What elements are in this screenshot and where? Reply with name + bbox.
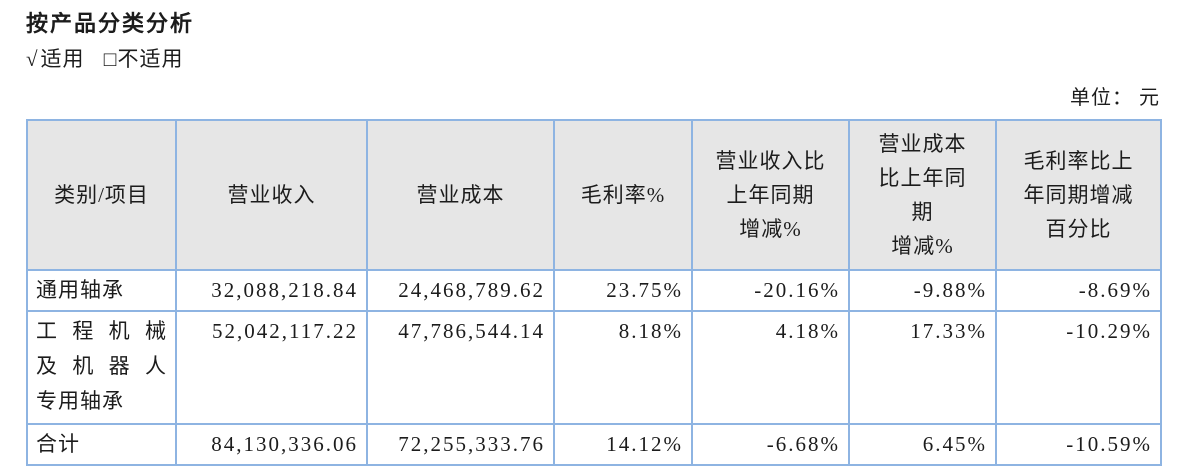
category-label-line: 及机器人 [36, 354, 167, 378]
cell-gross-margin: 23.75% [553, 269, 693, 312]
table-row: 通用轴承 32,088,218.84 24,468,789.62 23.75% … [26, 269, 1162, 312]
cell-gross-margin: 8.18% [553, 310, 693, 425]
header-cost-yoy: 营业成本 比上年同 期 增减% [848, 119, 997, 271]
table-row: 工程机械 及机器人 专用轴承 52,042,117.22 47,786,544.… [26, 310, 1162, 425]
cell-category: 通用轴承 [26, 269, 177, 312]
checkbox-empty-icon: □ [103, 47, 118, 71]
cell-revenue-yoy: -20.16% [691, 269, 850, 312]
applicable-label: 适用 [40, 47, 85, 71]
cell-gross-margin: 14.12% [553, 423, 693, 466]
category-label-line: 专用轴承 [36, 389, 124, 413]
unit-note: 单位： 元 [1070, 87, 1160, 109]
cell-revenue-yoy: 4.18% [691, 310, 850, 425]
cell-cost: 47,786,544.14 [366, 310, 555, 425]
header-revenue-yoy: 营业收入比 上年同期 增减% [691, 119, 850, 271]
header-cost: 营业成本 [366, 119, 555, 271]
header-gross-margin: 毛利率% [553, 119, 693, 271]
cell-cost-yoy: 17.33% [848, 310, 997, 425]
header-revenue: 营业收入 [175, 119, 368, 271]
check-mark-icon: √ [26, 47, 39, 71]
category-label: 合计 [36, 432, 80, 456]
cell-margin-yoy: -8.69% [995, 269, 1162, 312]
cell-cost: 24,468,789.62 [366, 269, 555, 312]
table-header-row: 类别/项目 营业收入 营业成本 毛利率% 营业收入比 上年同期 增减% 营业成本… [26, 119, 1162, 271]
category-label-line: 工程机械 [36, 319, 167, 343]
cell-category: 合计 [26, 423, 177, 466]
cell-category: 工程机械 及机器人 专用轴承 [26, 310, 177, 425]
header-margin-yoy: 毛利率比上 年同期增减 百分比 [995, 119, 1162, 271]
section-title: 按产品分类分析 [26, 11, 195, 36]
cell-margin-yoy: -10.59% [995, 423, 1162, 466]
cell-revenue: 84,130,336.06 [175, 423, 368, 466]
not-applicable-label: 不适用 [117, 47, 184, 71]
applicability-line: √适用 □不适用 [26, 45, 1180, 73]
cell-cost: 72,255,333.76 [366, 423, 555, 466]
cell-cost-yoy: -9.88% [848, 269, 997, 312]
category-label: 通用轴承 [36, 278, 124, 302]
cell-revenue-yoy: -6.68% [691, 423, 850, 466]
product-category-table: 类别/项目 营业收入 营业成本 毛利率% 营业收入比 上年同期 增减% 营业成本… [26, 119, 1162, 466]
header-category: 类别/项目 [26, 119, 177, 271]
table-row-total: 合计 84,130,336.06 72,255,333.76 14.12% -6… [26, 423, 1162, 466]
cell-revenue: 52,042,117.22 [175, 310, 368, 425]
cell-margin-yoy: -10.29% [995, 310, 1162, 425]
cell-cost-yoy: 6.45% [848, 423, 997, 466]
cell-revenue: 32,088,218.84 [175, 269, 368, 312]
